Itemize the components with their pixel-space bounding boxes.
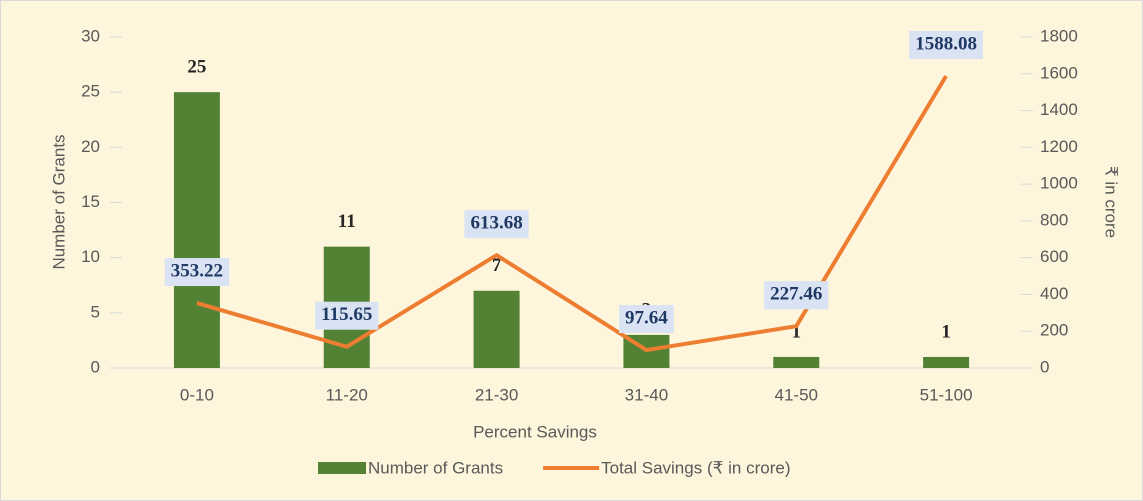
line-value-label: 353.22 [171,260,223,281]
y2-tick-label: 1800 [1040,26,1078,45]
x-tick-label: 31-40 [625,385,668,404]
bar-value-label: 7 [492,255,502,276]
line-value-label: 613.68 [470,213,522,234]
y-tick-label: 25 [81,82,100,101]
line-value-label: 115.65 [321,304,372,325]
bar-value-label: 1 [941,321,951,342]
line-label-box [315,301,379,330]
bar-value-label: 11 [338,211,356,232]
y2-tick-label: 1400 [1040,100,1078,119]
y-tick-label: 0 [91,357,100,376]
line-label-box [764,281,829,310]
y2-tick-label: 0 [1040,357,1049,376]
x-tick-label: 51-100 [920,385,973,404]
y2-tick-label: 1200 [1040,137,1078,156]
y-tick-label: 20 [81,137,100,156]
y-tick-label: 15 [81,192,100,211]
y2-tick-label: 1000 [1040,174,1078,193]
bar-value-label: 25 [187,57,206,78]
legend-swatch [318,462,366,474]
y2-tick-label: 200 [1040,321,1068,340]
y2-tick-label: 600 [1040,247,1068,266]
x-axis-title: Percent Savings [473,422,597,441]
bar [773,356,820,368]
y2-tick-label: 400 [1040,284,1068,303]
y2-axis-title: ₹ in crore [1102,166,1121,238]
bar-value-label: 1 [792,321,802,342]
line-label-box [619,305,674,334]
x-tick-label: 11-20 [326,385,368,404]
bar [473,290,520,368]
y2-tick-label: 1600 [1040,63,1078,82]
line-value-label: 97.64 [625,307,668,328]
x-tick-label: 41-50 [775,385,818,404]
y-tick-label: 5 [91,302,100,321]
x-tick-label: 0-10 [180,385,214,404]
bar [173,92,220,369]
y2-tick-label: 800 [1040,210,1068,229]
line-label-box [464,210,529,239]
line-label-box [164,258,230,287]
y-tick-label: 30 [81,26,100,45]
legend-label: Number of Grants [368,458,503,477]
line-label-box [909,30,983,59]
x-tick-label: 21-30 [475,385,518,404]
y-axis-title: Number of Grants [49,134,68,269]
y-tick-label: 10 [81,247,100,266]
bar [923,356,970,368]
legend-label: Total Savings (₹ in crore) [601,458,790,477]
line-value-label: 1588.08 [915,33,977,54]
line-value-label: 227.46 [770,284,822,305]
